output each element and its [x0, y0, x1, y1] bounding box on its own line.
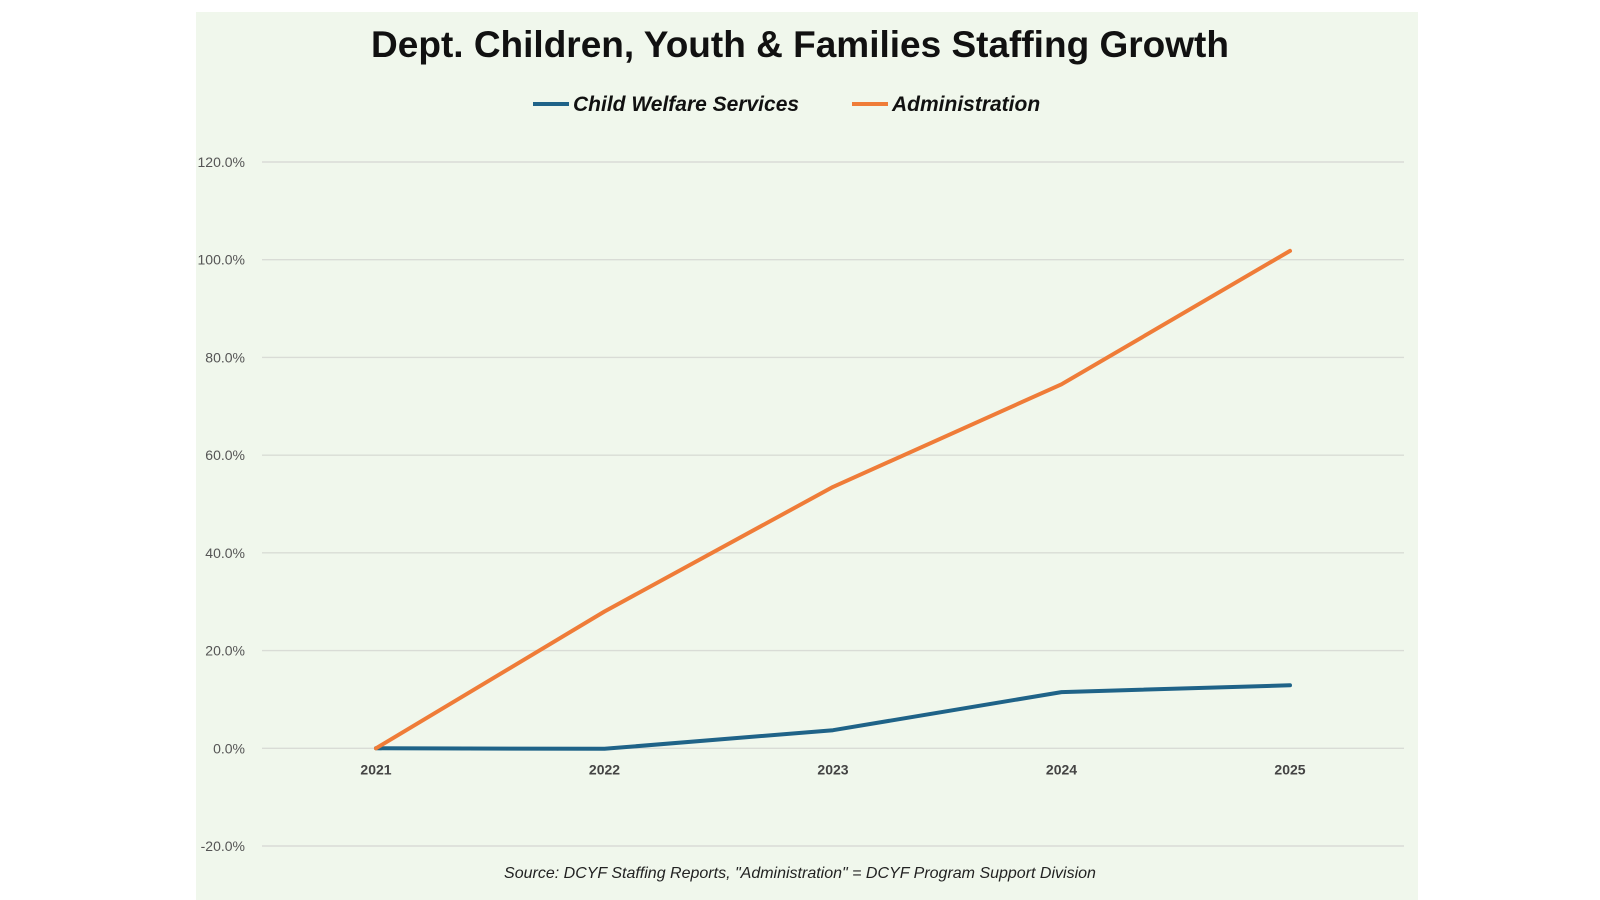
y-tick-label: 20.0%: [205, 643, 245, 659]
y-axis-ticks: -20.0% 0.0% 20.0% 40.0% 60.0% 80.0% 100.0% 120.…: [198, 154, 245, 854]
gridlines: [262, 161, 1404, 847]
source-note: Source: DCYF Staffing Reports, "Administ…: [504, 865, 1096, 882]
y-tick-label: 120.0%: [198, 154, 245, 170]
y-tick-label: 100.0%: [198, 252, 245, 268]
x-axis-ticks: 2021 2022 2023 2024 2025: [360, 761, 1305, 777]
x-tick-label: 2025: [1274, 761, 1305, 777]
series-line-administration: [374, 248, 1292, 751]
legend-label-child-welfare: Child Welfare Services: [573, 93, 799, 116]
legend: Child Welfare Services Administration: [533, 93, 1040, 116]
y-tick-label: 80.0%: [205, 349, 245, 365]
series-lines: [374, 248, 1292, 751]
chart-panel: [196, 12, 1418, 900]
y-tick-label: -20.0%: [201, 838, 245, 854]
x-tick-label: 2023: [817, 761, 848, 777]
series-line-child-welfare: [374, 683, 1292, 751]
y-tick-label: 0.0%: [213, 740, 245, 756]
x-tick-label: 2022: [589, 761, 620, 777]
y-tick-label: 60.0%: [205, 447, 245, 463]
chart-title: Dept. Children, Youth & Families Staffin…: [371, 24, 1229, 65]
x-tick-label: 2021: [360, 761, 391, 777]
legend-label-administration: Administration: [891, 93, 1040, 116]
x-tick-label: 2024: [1046, 761, 1077, 777]
y-tick-label: 40.0%: [205, 545, 245, 561]
